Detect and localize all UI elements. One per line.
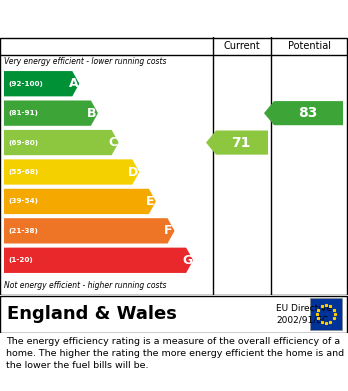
Text: 71: 71 — [231, 136, 251, 150]
Polygon shape — [4, 189, 156, 214]
Text: Current: Current — [224, 41, 260, 51]
Text: (69-80): (69-80) — [8, 140, 38, 145]
Text: B: B — [87, 107, 97, 120]
Text: (92-100): (92-100) — [8, 81, 43, 87]
Polygon shape — [4, 71, 79, 96]
Text: (55-68): (55-68) — [8, 169, 38, 175]
Text: Potential: Potential — [288, 41, 331, 51]
Text: The energy efficiency rating is a measure of the overall efficiency of a home. T: The energy efficiency rating is a measur… — [6, 337, 344, 370]
Polygon shape — [4, 218, 175, 244]
Polygon shape — [206, 131, 268, 154]
Text: (1-20): (1-20) — [8, 257, 33, 263]
Text: Very energy efficient - lower running costs: Very energy efficient - lower running co… — [4, 57, 166, 66]
Text: (81-91): (81-91) — [8, 110, 38, 116]
Text: 83: 83 — [298, 106, 317, 120]
Text: G: G — [182, 254, 192, 267]
Text: E: E — [146, 195, 154, 208]
Text: Not energy efficient - higher running costs: Not energy efficient - higher running co… — [4, 281, 166, 290]
Text: D: D — [128, 165, 139, 179]
Polygon shape — [264, 101, 343, 125]
Polygon shape — [4, 100, 98, 126]
Text: (39-54): (39-54) — [8, 198, 38, 204]
Text: F: F — [164, 224, 173, 237]
Polygon shape — [4, 248, 193, 273]
Text: (21-38): (21-38) — [8, 228, 38, 234]
Polygon shape — [4, 130, 119, 155]
Text: C: C — [108, 136, 117, 149]
Polygon shape — [4, 160, 139, 185]
Text: England & Wales: England & Wales — [7, 305, 177, 323]
Text: Energy Efficiency Rating: Energy Efficiency Rating — [8, 11, 218, 26]
Bar — [310, 298, 342, 330]
Text: EU Directive
2002/91/EC: EU Directive 2002/91/EC — [276, 303, 332, 325]
Text: A: A — [69, 77, 78, 90]
